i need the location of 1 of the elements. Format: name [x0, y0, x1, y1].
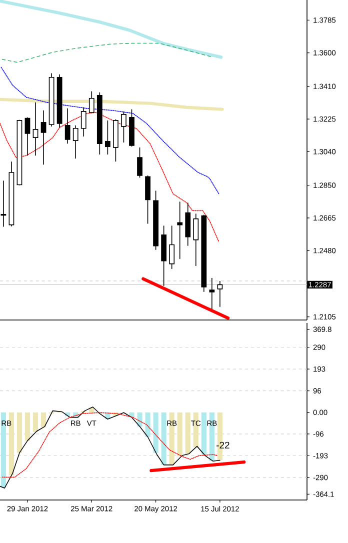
annotation: -22 — [216, 442, 230, 448]
